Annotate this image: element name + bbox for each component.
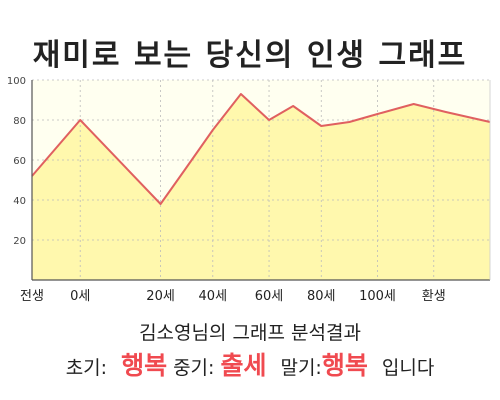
mid-label: 중기: <box>173 357 215 379</box>
x-tick-label: 60세 <box>255 289 284 304</box>
x-tick-label: 0세 <box>70 289 90 304</box>
x-tick-label: 전생 <box>20 289 44 304</box>
x-tick-label: 환생 <box>422 289 446 304</box>
early-label: 초기: <box>65 357 108 379</box>
mid-value: 출세 <box>220 351 267 380</box>
series-line <box>31 93 491 205</box>
result-summary: 초기: 행복 중기: 출세 말기:행복 입니다 <box>0 346 500 382</box>
area-fill <box>32 94 490 280</box>
x-tick-label: 100세 <box>359 289 396 304</box>
y-tick-label: 40 <box>13 196 26 207</box>
x-tick-label: 20세 <box>146 289 175 304</box>
result-title: 김소영님의 그래프 분석결과 <box>139 322 361 344</box>
chart-title: 재미로 보는 당신의 인생 그래프 <box>32 38 468 73</box>
early-value: 행복 <box>121 351 168 380</box>
x-tick-label: 80세 <box>307 289 336 304</box>
y-tick-label: 60 <box>13 156 26 167</box>
y-tick-label: 100 <box>7 76 26 87</box>
y-tick-label: 80 <box>13 116 26 127</box>
late-value: 행복 <box>321 351 368 380</box>
y-tick-label: 20 <box>13 236 26 247</box>
late-label: 말기: <box>280 357 322 379</box>
x-tick-label: 40세 <box>199 289 228 304</box>
result-ending: 입니다 <box>381 357 435 379</box>
